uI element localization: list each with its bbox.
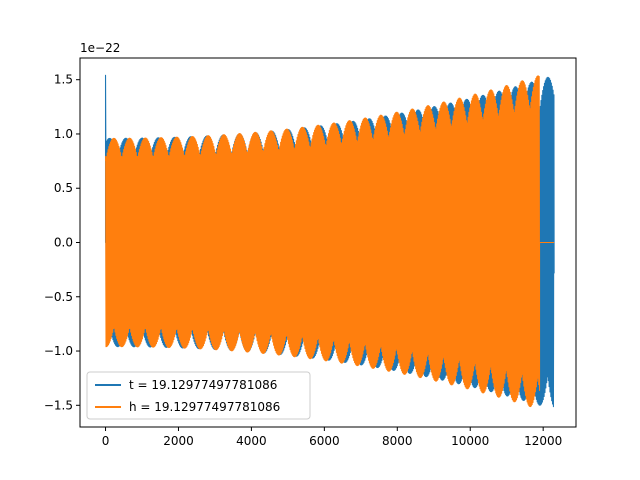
series-layer (104, 74, 555, 408)
y-tick-label: 0.5 (54, 181, 73, 195)
series-line-h (104, 75, 555, 408)
x-tick-label: 2000 (163, 434, 194, 448)
legend-label-h: h = 19.12977497781086 (129, 400, 280, 414)
y-tick-label: −0.5 (44, 290, 73, 304)
x-tick-label: 4000 (236, 434, 267, 448)
y-axis: −1.5 −1.0 −0.5 0.0 0.5 1.0 1.5 (44, 73, 80, 412)
y-offset-label: 1e−22 (80, 41, 120, 55)
x-tick-label: 10000 (451, 434, 489, 448)
y-tick-label: 1.5 (54, 73, 73, 87)
x-tick-label: 6000 (309, 434, 340, 448)
legend-box (86, 371, 311, 420)
x-tick-label: 0 (102, 434, 110, 448)
y-tick-label: 1.0 (54, 127, 73, 141)
x-axis: 0 2000 4000 6000 8000 10000 12000 (102, 427, 562, 448)
y-tick-label: −1.5 (44, 398, 73, 412)
y-tick-label: −1.0 (44, 344, 73, 358)
y-tick-label: 0.0 (54, 236, 73, 250)
legend: t = 19.12977497781086 h = 19.12977497781… (86, 371, 311, 420)
x-tick-label: 8000 (382, 434, 413, 448)
x-tick-label: 12000 (524, 434, 562, 448)
legend-label-t: t = 19.12977497781086 (129, 378, 277, 392)
